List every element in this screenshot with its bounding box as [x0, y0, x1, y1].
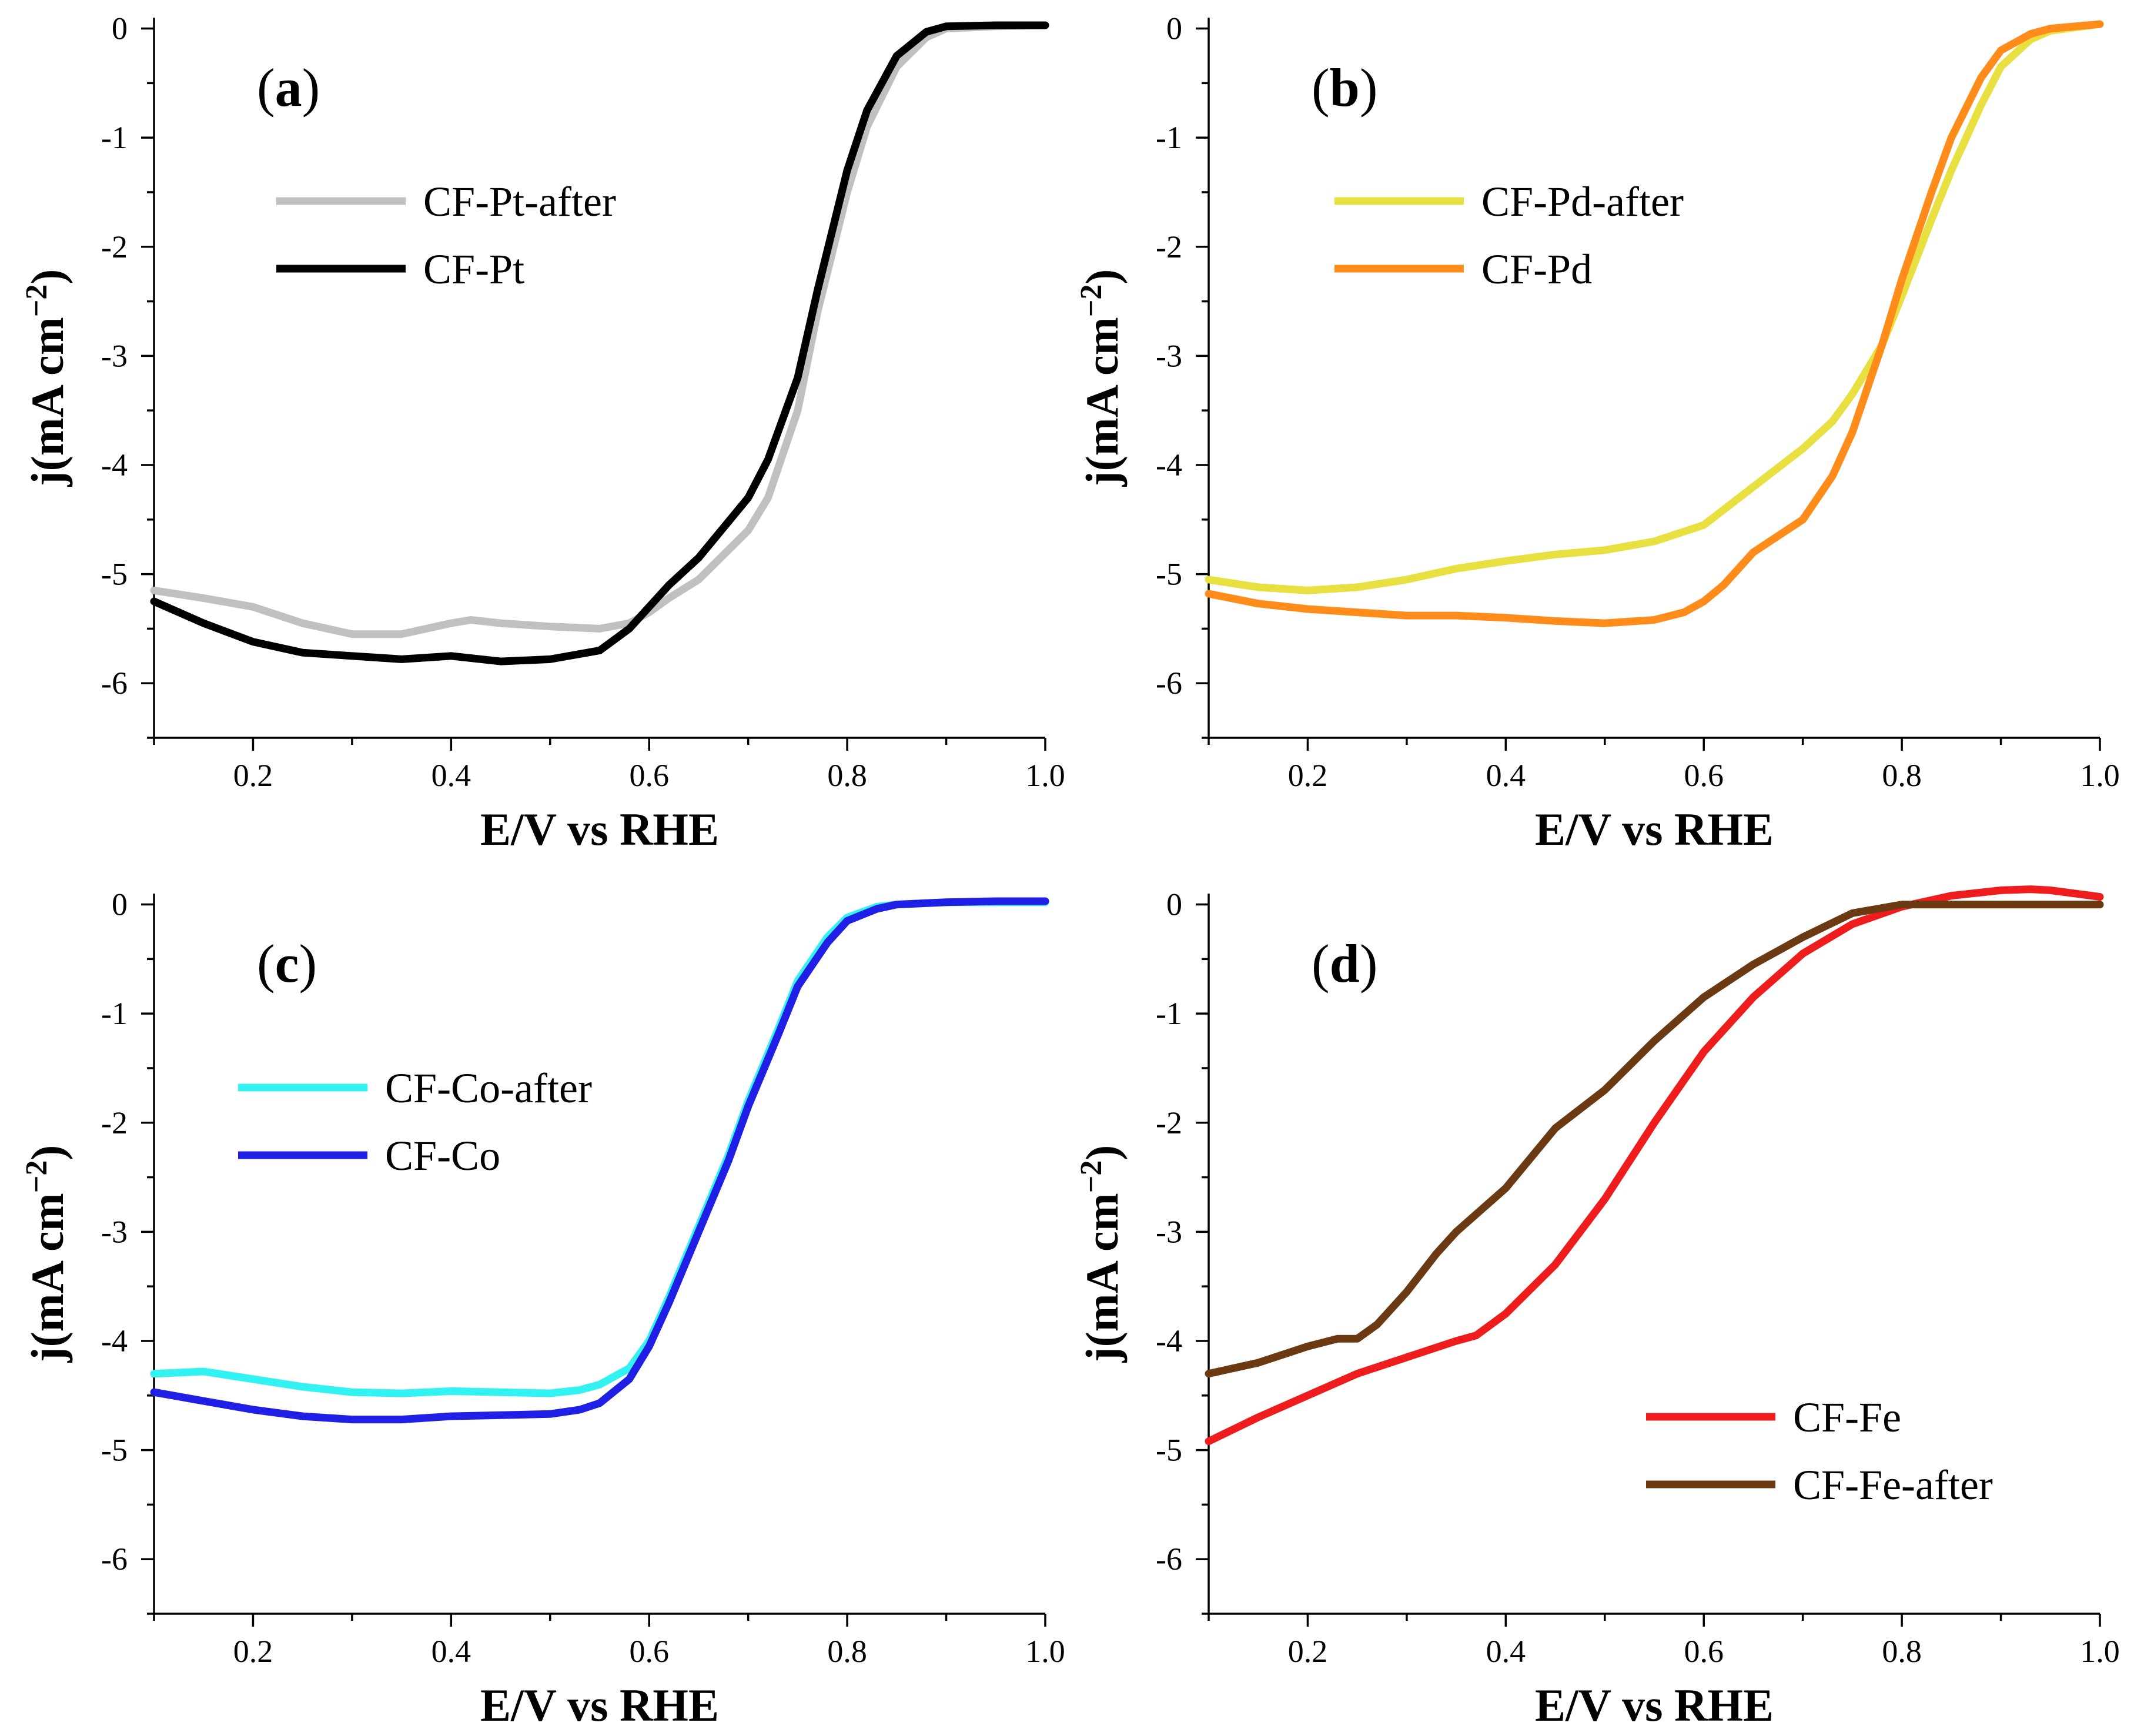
x-axis-title: E/V vs RHE [1535, 804, 1774, 855]
y-tick-label: -6 [1156, 665, 1182, 701]
figure: 0.2 0.4 0.6 0.8 1.0 0 -1 -2 -3 -4 -5 -6 E/V vs RHE j(… [0, 0, 2134, 1736]
x-tick-label: 0.4 [1486, 1634, 1526, 1669]
y-tick-label: -2 [1156, 1105, 1182, 1140]
x-tick-label: 0.6 [629, 758, 669, 793]
legend-label: CF-Pd [1481, 246, 1592, 293]
y-tick-label: -5 [101, 557, 128, 592]
legend: CF-Pd-after CF-Pd [1334, 178, 1684, 293]
legend-label: CF-Pt-after [423, 178, 616, 225]
y-tick-label: -3 [1156, 1214, 1182, 1249]
panel-label: (d) [1312, 934, 1377, 994]
legend: CF-Co-after CF-Co [238, 1065, 592, 1179]
y-axis-title: j(mA cm−2) [20, 269, 73, 487]
legend-label: CF-Co [385, 1132, 500, 1179]
series-line-cf-pt [154, 25, 1045, 661]
x-tick-label: 1.0 [1025, 1634, 1065, 1669]
legend-label: CF-Fe-after [1793, 1461, 1993, 1508]
legend: CF-Pt-after CF-Pt [276, 178, 616, 293]
legend-label: CF-Fe [1793, 1394, 1901, 1441]
y-tick-label: -3 [101, 338, 128, 373]
x-axis-title: E/V vs RHE [480, 1680, 719, 1731]
x-tick-label: 0.6 [629, 1634, 669, 1669]
y-tick-label: 0 [112, 11, 128, 46]
x-tick-label: 0.4 [432, 1634, 471, 1669]
x-tick-label: 0.2 [233, 1634, 273, 1669]
x-tick-label: 1.0 [1025, 758, 1065, 793]
y-tick-label: -4 [101, 1323, 128, 1359]
panel-label: (c) [257, 934, 317, 994]
y-tick-label: -2 [101, 1105, 128, 1140]
y-tick-label: -1 [1156, 120, 1182, 155]
x-tick-label: 0.4 [432, 758, 471, 793]
y-tick-label: -4 [101, 447, 128, 483]
y-tick-label: -4 [1156, 1323, 1182, 1359]
y-axis-title: j(mA cm−2) [1075, 1145, 1128, 1363]
legend-label: CF-Pd-after [1481, 178, 1684, 225]
x-tick-label: 1.0 [2080, 758, 2120, 793]
x-tick-label: 0.8 [827, 1634, 867, 1669]
y-tick-label: 0 [1166, 11, 1182, 46]
y-tick-label: -6 [101, 665, 128, 701]
x-tick-label: 0.8 [1882, 758, 1922, 793]
y-tick-label: -5 [1156, 1433, 1182, 1468]
chart-panel-3: 0.2 0.4 0.6 0.8 1.0 0 -1 -2 -3 -4 -5 -6 E/V vs RHE j(… [20, 887, 1065, 1731]
x-tick-label: 0.2 [1288, 758, 1328, 793]
chart-panel-2: 0.2 0.4 0.6 0.8 1.0 0 -1 -2 -3 -4 -5 -6 E/V vs RHE j(… [1075, 11, 2120, 855]
y-tick-label: -5 [1156, 557, 1182, 592]
y-tick-label: -6 [101, 1541, 128, 1577]
y-tick-label: -3 [1156, 338, 1182, 373]
legend: CF-Fe CF-Fe-after [1646, 1394, 1993, 1508]
legend-label: CF-Co-after [385, 1065, 592, 1112]
y-axis-title: j(mA cm−2) [1075, 269, 1128, 487]
y-tick-label: 0 [1166, 887, 1182, 922]
y-tick-label: 0 [112, 887, 128, 922]
y-tick-label: -1 [1156, 996, 1182, 1031]
legend-label: CF-Pt [423, 246, 524, 293]
y-tick-label: -2 [101, 229, 128, 265]
panel-label: (a) [257, 58, 320, 118]
x-tick-label: 0.6 [1684, 1634, 1724, 1669]
y-tick-label: -1 [101, 996, 128, 1031]
x-tick-label: 0.8 [827, 758, 867, 793]
y-axis-title: j(mA cm−2) [20, 1145, 73, 1363]
x-tick-label: 0.4 [1486, 758, 1526, 793]
chart-panel-1: 0.2 0.4 0.6 0.8 1.0 0 -1 -2 -3 -4 -5 -6 E/V vs RHE j(… [20, 11, 1065, 855]
x-axis-title: E/V vs RHE [480, 804, 719, 855]
x-tick-label: 0.6 [1684, 758, 1724, 793]
y-tick-label: -4 [1156, 447, 1182, 483]
y-tick-label: -2 [1156, 229, 1182, 265]
x-tick-label: 1.0 [2080, 1634, 2120, 1669]
x-tick-label: 0.2 [1288, 1634, 1328, 1669]
y-tick-label: -3 [101, 1214, 128, 1249]
y-tick-label: -1 [101, 120, 128, 155]
x-tick-label: 0.2 [233, 758, 273, 793]
chart-panel-4: 0.2 0.4 0.6 0.8 1.0 0 -1 -2 -3 -4 -5 -6 E/V vs RHE j(… [1075, 887, 2120, 1731]
panel-label: (b) [1312, 58, 1377, 118]
x-axis-title: E/V vs RHE [1535, 1680, 1774, 1731]
y-tick-label: -6 [1156, 1541, 1182, 1577]
x-tick-label: 0.8 [1882, 1634, 1922, 1669]
y-tick-label: -5 [101, 1433, 128, 1468]
